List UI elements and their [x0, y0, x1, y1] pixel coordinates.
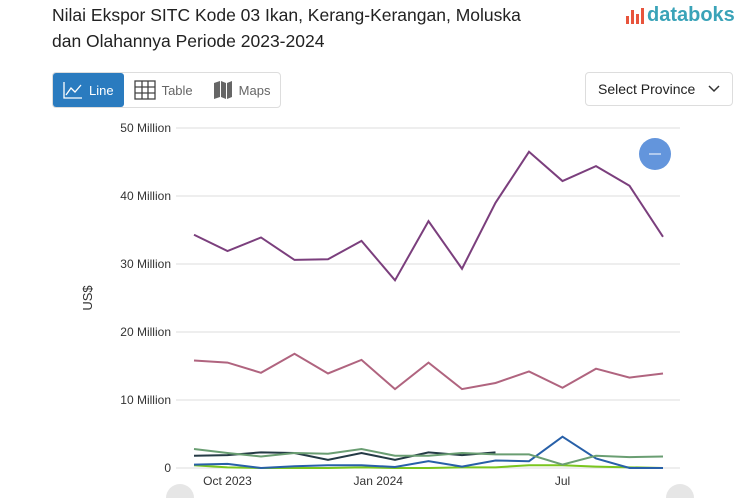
tab-line[interactable]: Line [53, 73, 124, 107]
y-tick-label: 30 Million [120, 257, 171, 271]
databoks-logo: databoks [626, 4, 735, 27]
tab-label: Maps [238, 82, 271, 98]
chevron-down-icon [708, 85, 720, 93]
select-label: Select Province [598, 81, 696, 97]
series-line[interactable] [193, 447, 664, 466]
view-tabs: Line Table Maps [52, 72, 282, 108]
tab-label: Table [161, 82, 193, 98]
series-line[interactable] [193, 352, 664, 391]
y-tick-label: 10 Million [120, 393, 171, 407]
scroll-left-button[interactable] [166, 484, 194, 498]
tab-label: Line [89, 82, 114, 98]
table-icon [133, 80, 156, 100]
chart-title: Nilai Ekspor SITC Kode 03 Ikan, Kerang-K… [52, 5, 521, 51]
map-icon [213, 81, 232, 99]
x-tick-label: Oct 2023 [203, 474, 252, 488]
scroll-right-button[interactable] [666, 484, 694, 498]
x-tick-label: Jul [555, 474, 570, 488]
y-tick-label: 20 Million [120, 325, 171, 339]
logo-text: databoks [647, 4, 735, 26]
y-tick-label: 50 Million [120, 121, 171, 135]
tab-maps[interactable]: Maps [203, 73, 281, 107]
y-tick-label: 0 [164, 461, 171, 475]
x-tick-label: Jan 2024 [354, 474, 404, 488]
logo-bars-icon [626, 7, 644, 24]
y-tick-label: 40 Million [120, 189, 171, 203]
line-chart-icon [63, 82, 82, 99]
province-select[interactable]: Select Province [585, 72, 733, 106]
tab-table[interactable]: Table [124, 73, 203, 107]
series-line[interactable] [193, 150, 664, 283]
series-line[interactable] [193, 435, 663, 470]
y-axis-label: US$ [80, 285, 95, 311]
